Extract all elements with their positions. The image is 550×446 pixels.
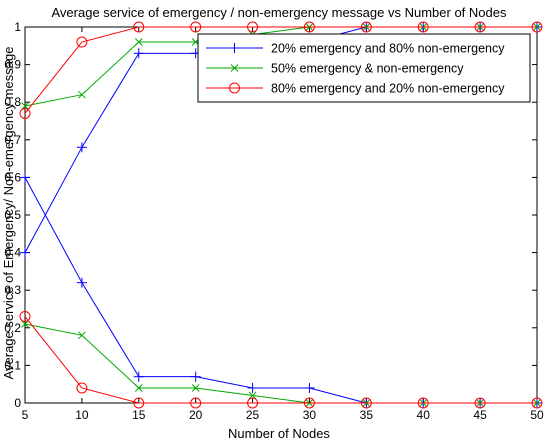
legend-marker [229,43,240,53]
x-tick-label: 50 [530,408,544,422]
legend-item: 50% emergency & non-emergency [206,62,464,76]
data-point [304,382,315,393]
x-tick-label: 10 [75,408,89,422]
data-point [78,90,86,99]
data-point [133,371,144,382]
data-point [190,397,202,409]
data-point [21,320,29,328]
data-point [133,21,145,33]
data-point [19,107,31,119]
x-axis-label: Number of Nodes [228,426,330,441]
x-tick-label: 35 [360,408,374,422]
data-point [474,21,486,33]
data-point [360,21,372,33]
data-point [247,21,259,33]
data-point [531,397,543,409]
data-point [76,382,88,394]
x-tick-label: 40 [417,408,431,422]
data-point [531,21,543,33]
legend-item: 80% emergency and 20% non-emergency [206,82,505,96]
data-point [78,331,86,340]
data-point [76,142,87,153]
data-point [21,102,29,110]
data-point [474,397,486,409]
y-tick-label: 0.5 [4,208,21,222]
data-point [417,21,429,33]
x-tick-label: 5 [22,408,29,422]
data-point [247,397,259,409]
y-tick-label: 0.7 [4,133,21,147]
y-tick-label: 0.8 [4,95,21,109]
data-point [19,311,31,323]
data-point [133,48,144,59]
series-line [24,26,537,114]
data-point [247,382,258,393]
x-tick-label: 15 [132,408,146,422]
data-point [76,36,88,48]
data-point [303,397,315,409]
data-point [191,384,200,392]
y-tick-label: 0.4 [4,246,21,260]
data-point [133,397,145,409]
y-tick-label: 0.9 [4,58,21,72]
y-axis-label: Average service of Emergency/ Non-emerge… [1,47,16,380]
legend-label: 50% emergency & non-emergency [271,62,464,76]
data-point [303,21,315,33]
data-point [20,247,30,258]
series-3 [19,21,543,119]
y-axis-ticks: 0 0.1 0.2 0.3 0.4 0.5 0.6 0.7 0.8 0.9 1 [4,20,537,410]
data-point [248,391,257,400]
y-tick-label: 0.2 [4,321,21,335]
data-point [20,172,30,183]
y-tick-label: 0 [14,396,21,410]
legend-label: 20% emergency and 80% non-emergency [271,42,505,56]
legend: 20% emergency and 80% non-emergency 50% e… [197,33,531,103]
data-point [360,397,372,409]
data-point [190,371,201,382]
data-point [190,21,202,33]
x-tick-label: 30 [303,408,317,422]
data-point [417,397,429,409]
data-point [76,277,87,288]
y-tick-label: 0.6 [4,170,21,184]
legend-marker [229,82,240,94]
y-tick-label: 0.1 [4,358,21,372]
x-tick-label: 45 [473,408,487,422]
x-tick-label: 25 [246,408,260,422]
legend-marker [230,64,239,72]
data-point [134,38,143,46]
series-6 [19,311,543,409]
chart-title: Average service of emergency / non-emerg… [52,5,507,20]
y-tick-label: 0.3 [4,283,21,297]
y-tick-label: 1 [14,20,21,34]
legend-item: 20% emergency and 80% non-emergency [206,42,505,56]
series-line [24,316,537,404]
x-axis-ticks: 5 10 15 20 25 30 35 40 45 50 [22,27,544,422]
data-point [134,384,143,392]
x-tick-label: 20 [189,408,203,422]
legend-label: 80% emergency and 20% non-emergency [271,82,505,96]
